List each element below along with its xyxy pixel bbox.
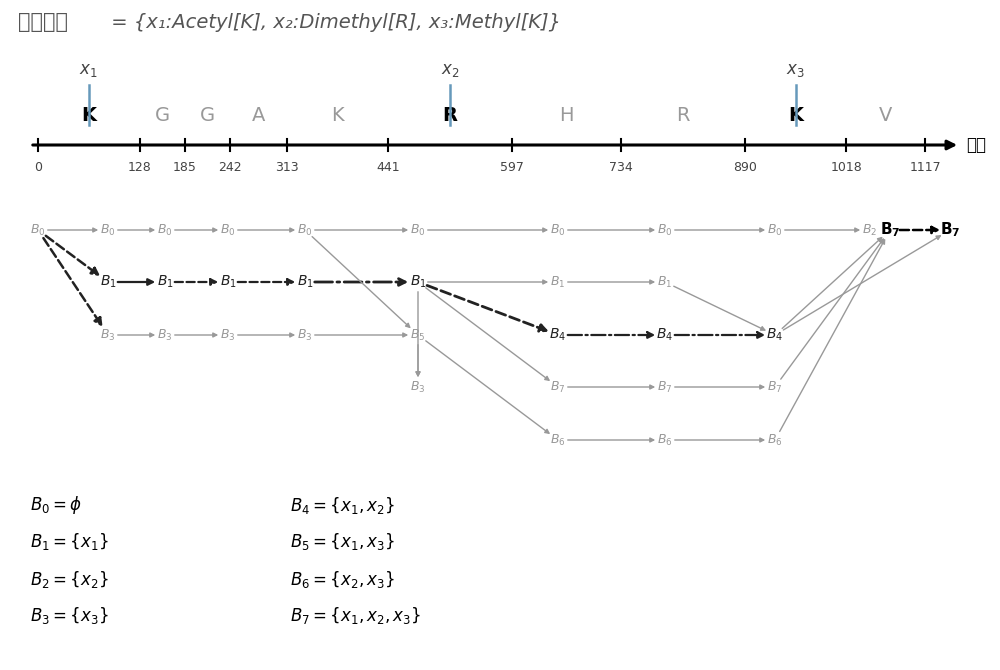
Text: K: K <box>81 106 96 125</box>
Text: K: K <box>788 106 803 125</box>
Text: 597: 597 <box>500 161 524 174</box>
Text: $B_0$: $B_0$ <box>297 222 313 238</box>
Text: 0: 0 <box>34 161 42 174</box>
Text: $B_1$: $B_1$ <box>550 275 566 289</box>
Text: $x_3$: $x_3$ <box>786 61 805 79</box>
Text: V: V <box>879 106 892 125</box>
Text: 1018: 1018 <box>831 161 862 174</box>
Text: 质量: 质量 <box>966 136 986 154</box>
Text: $B_3 = \{x_3\}$: $B_3 = \{x_3\}$ <box>30 606 109 626</box>
Text: $B_1$: $B_1$ <box>657 275 673 289</box>
Text: $B_0$: $B_0$ <box>767 222 783 238</box>
Text: $B_3$: $B_3$ <box>157 328 173 342</box>
Text: $B_0$: $B_0$ <box>550 222 566 238</box>
Text: R: R <box>676 106 690 125</box>
Text: $B_7 = \{x_1, x_2, x_3\}$: $B_7 = \{x_1, x_2, x_3\}$ <box>290 606 421 626</box>
Text: G: G <box>200 106 215 125</box>
Text: $B_0$: $B_0$ <box>157 222 173 238</box>
Text: $\mathbf{B_7}$: $\mathbf{B_7}$ <box>940 220 960 239</box>
Text: $B_3$: $B_3$ <box>297 328 313 342</box>
Text: $B_4$: $B_4$ <box>656 327 674 343</box>
Text: $x_1$: $x_1$ <box>79 61 98 79</box>
Text: G: G <box>155 106 170 125</box>
Text: 890: 890 <box>733 161 757 174</box>
Text: $x_2$: $x_2$ <box>441 61 459 79</box>
Text: $B_3$: $B_3$ <box>410 379 426 395</box>
Text: H: H <box>559 106 574 125</box>
Text: $B_4$: $B_4$ <box>766 327 784 343</box>
Text: $B_1$: $B_1$ <box>157 274 173 290</box>
Text: 修饰组合: 修饰组合 <box>18 12 68 32</box>
Text: $B_2$: $B_2$ <box>862 222 878 238</box>
Text: 1117: 1117 <box>909 161 941 174</box>
Text: $B_0$: $B_0$ <box>410 222 426 238</box>
Text: $B_4 = \{x_1, x_2\}$: $B_4 = \{x_1, x_2\}$ <box>290 494 395 515</box>
Text: $B_0$: $B_0$ <box>657 222 673 238</box>
Text: $B_0 = \phi$: $B_0 = \phi$ <box>30 494 82 516</box>
Text: $B_2 = \{x_2\}$: $B_2 = \{x_2\}$ <box>30 569 109 590</box>
Text: $B_1$: $B_1$ <box>220 274 236 290</box>
Text: $B_7$: $B_7$ <box>767 379 783 395</box>
Text: A: A <box>252 106 265 125</box>
Text: $\mathbf{B_7}$: $\mathbf{B_7}$ <box>880 220 900 239</box>
Text: $B_5 = \{x_1, x_3\}$: $B_5 = \{x_1, x_3\}$ <box>290 531 395 553</box>
Text: 313: 313 <box>275 161 298 174</box>
Text: $B_0$: $B_0$ <box>30 222 46 238</box>
Text: $B_7$: $B_7$ <box>550 379 566 395</box>
Text: $B_0$: $B_0$ <box>220 222 236 238</box>
Text: 128: 128 <box>128 161 152 174</box>
Text: $B_7$: $B_7$ <box>657 379 673 395</box>
Text: K: K <box>331 106 344 125</box>
Text: 185: 185 <box>173 161 197 174</box>
Text: 734: 734 <box>609 161 633 174</box>
Text: $B_0$: $B_0$ <box>100 222 116 238</box>
Text: = {x₁:Acetyl[K], x₂:Dimethyl[R], x₃:Methyl[K]}: = {x₁:Acetyl[K], x₂:Dimethyl[R], x₃:Meth… <box>105 13 561 31</box>
Text: $B_1 = \{x_1\}$: $B_1 = \{x_1\}$ <box>30 531 109 553</box>
Text: 242: 242 <box>218 161 242 174</box>
Text: $B_1$: $B_1$ <box>297 274 313 290</box>
Text: $B_3$: $B_3$ <box>220 328 236 342</box>
Text: $B_1$: $B_1$ <box>410 274 426 290</box>
Text: $B_6$: $B_6$ <box>550 432 566 448</box>
Text: 441: 441 <box>376 161 400 174</box>
Text: R: R <box>443 106 458 125</box>
Text: $B_6 = \{x_2, x_3\}$: $B_6 = \{x_2, x_3\}$ <box>290 569 395 590</box>
Text: $B_6$: $B_6$ <box>657 432 673 448</box>
Text: $B_3$: $B_3$ <box>100 328 116 342</box>
Text: $B_4$: $B_4$ <box>549 327 567 343</box>
Text: $B_5$: $B_5$ <box>410 328 426 342</box>
Text: $B_6$: $B_6$ <box>767 432 783 448</box>
Text: $B_1$: $B_1$ <box>100 274 116 290</box>
